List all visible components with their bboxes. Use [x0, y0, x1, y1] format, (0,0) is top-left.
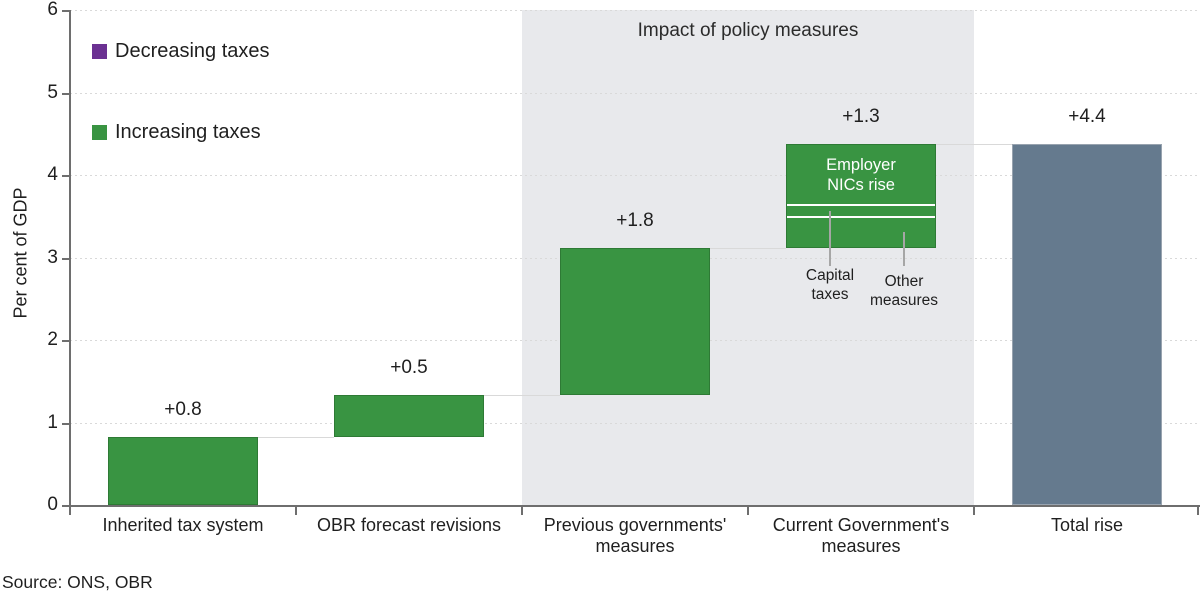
value-label: +0.8	[164, 398, 202, 420]
x-tick	[747, 505, 749, 515]
bar-obr-forecast-revisions	[334, 395, 484, 437]
category-label-obr-forecast-revisions: OBR forecast revisions	[316, 515, 502, 535]
category-label-current-government-s-measures: Current Government's measures	[772, 515, 950, 556]
category-label-inherited-tax-system: Inherited tax system	[102, 515, 264, 535]
segment-inside-label-employer-nics-rise: Employer NICs rise	[826, 155, 896, 194]
gridline	[70, 10, 1200, 11]
category-label-previous-governments-measures: Previous governments' measures	[543, 515, 727, 556]
legend-label: Decreasing taxes	[115, 39, 270, 62]
value-label: +1.3	[842, 106, 880, 128]
y-tick	[62, 340, 70, 342]
decreasing-taxes-swatch-icon	[92, 43, 107, 59]
y-tick-label: 4	[47, 164, 58, 185]
y-tick-label: 2	[47, 329, 58, 350]
connector-line	[484, 395, 560, 397]
category-label-total-rise: Total rise	[1050, 515, 1124, 535]
y-tick	[62, 10, 70, 12]
legend-label: Increasing taxes	[115, 120, 261, 143]
leader-line-capital-taxes	[829, 210, 831, 266]
bar-current-government-s-measures	[786, 144, 936, 248]
policy-band-label: Impact of policy measures	[637, 20, 859, 41]
x-tick	[1197, 505, 1199, 515]
x-tick	[521, 505, 523, 515]
connector-line	[936, 144, 1012, 146]
legend-item-decreasing-taxes: Decreasing taxes	[92, 38, 270, 64]
bar-inherited-tax-system	[108, 436, 258, 505]
gridline	[70, 175, 1200, 176]
segment-divider	[787, 216, 935, 219]
bar-total-rise	[1012, 144, 1162, 505]
y-tick-label: 1	[47, 411, 58, 433]
y-tick-label: 0	[47, 494, 58, 515]
value-label: +4.4	[1068, 106, 1106, 128]
annotation-label-other-measures: Other measures	[869, 273, 939, 309]
value-label: +0.5	[390, 357, 428, 379]
y-tick	[62, 422, 70, 425]
annotation-label-capital-taxes: Capital taxes	[805, 267, 855, 303]
legend-item-increasing-taxes: Increasing taxes	[92, 119, 261, 145]
x-tick	[295, 505, 297, 515]
y-axis-title: Per cent of GDP	[10, 187, 31, 319]
gridline	[70, 422, 1200, 424]
source-note: Source: ONS, OBR	[2, 572, 153, 592]
increasing-taxes-swatch-icon	[92, 124, 107, 140]
value-label: +1.8	[616, 209, 654, 231]
connector-line	[710, 247, 786, 249]
y-axis-line	[69, 10, 71, 507]
segment-divider	[787, 203, 935, 206]
gridline	[70, 92, 1200, 94]
y-tick-label: 5	[47, 81, 58, 103]
y-tick-label: 3	[47, 246, 58, 268]
x-tick	[69, 505, 71, 515]
connector-line	[258, 436, 334, 438]
y-tick	[62, 505, 70, 507]
y-tick	[62, 175, 70, 177]
y-tick-label: 6	[47, 0, 58, 20]
y-tick	[62, 92, 70, 95]
y-tick	[62, 257, 70, 260]
x-tick	[973, 505, 975, 515]
bar-previous-governments-measures	[560, 247, 710, 396]
x-axis-line	[69, 505, 1200, 507]
leader-line-other-measures	[903, 232, 905, 266]
